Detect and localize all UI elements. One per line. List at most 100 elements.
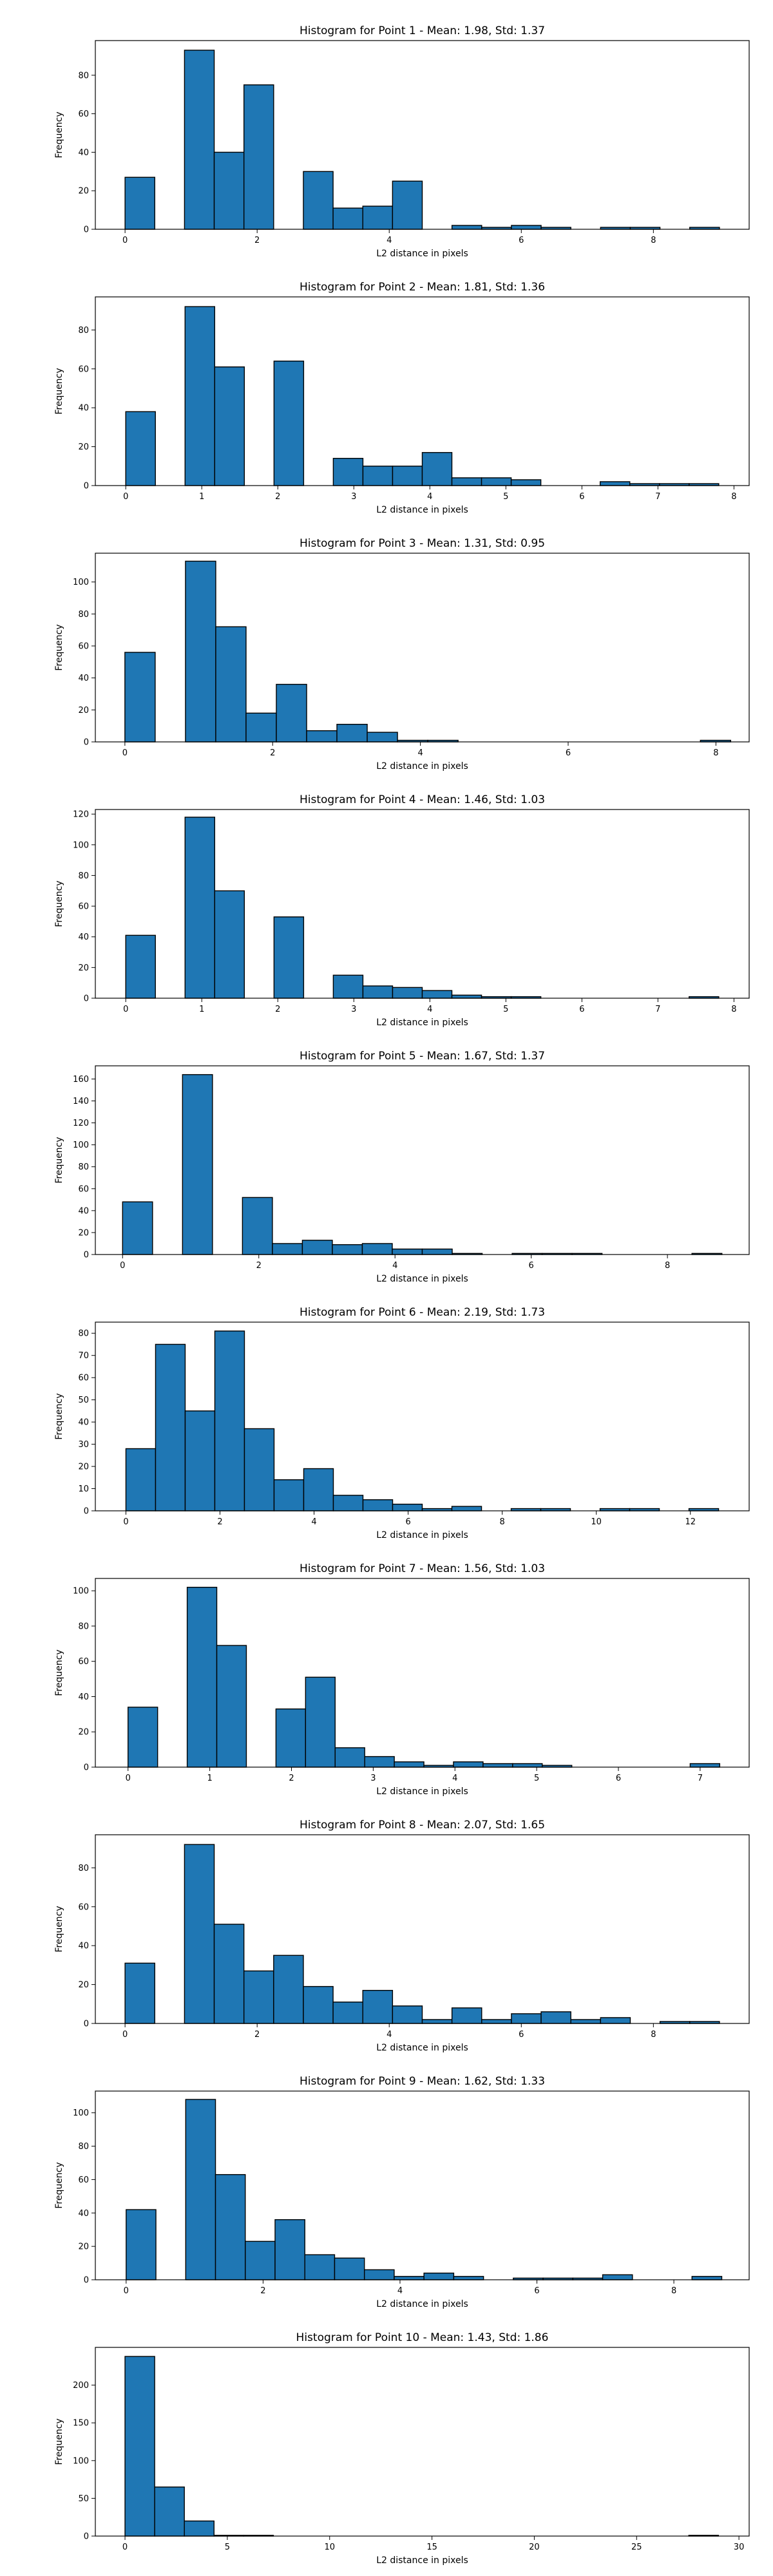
histogram-bar bbox=[184, 2520, 215, 2537]
chart-title: Histogram for Point 7 - Mean: 1.56, Std:… bbox=[300, 1562, 545, 1575]
y-tick-label: 60 bbox=[78, 902, 89, 912]
y-tick-label: 160 bbox=[73, 1075, 89, 1084]
y-tick-label: 20 bbox=[78, 1980, 89, 1990]
x-tick-label: 2 bbox=[254, 2030, 260, 2040]
histogram-bar bbox=[122, 1201, 153, 1255]
histogram-bar bbox=[451, 477, 482, 486]
histogram-bar bbox=[275, 1708, 307, 1768]
histogram-bar bbox=[361, 1243, 393, 1255]
x-tick-label: 4 bbox=[311, 1517, 316, 1527]
x-tick-label: 2 bbox=[270, 748, 275, 758]
y-tick-label: 20 bbox=[78, 963, 89, 973]
y-tick-label: 80 bbox=[78, 610, 89, 620]
histogram-bar bbox=[273, 360, 305, 486]
histogram-bar bbox=[243, 1970, 274, 2024]
histogram-bar bbox=[125, 411, 156, 486]
x-tick-label: 2 bbox=[275, 1005, 280, 1014]
x-tick-label: 7 bbox=[655, 492, 660, 502]
y-axis-label: Frequency bbox=[54, 1906, 64, 1952]
axes-frame bbox=[95, 1065, 750, 1255]
histogram-bar bbox=[245, 712, 277, 743]
chart-title: Histogram for Point 6 - Mean: 2.19, Std:… bbox=[300, 1306, 545, 1319]
x-tick-label: 7 bbox=[655, 1005, 660, 1014]
y-tick-label: 0 bbox=[84, 738, 89, 748]
x-tick-label: 2 bbox=[260, 2286, 265, 2296]
y-tick-label: 10 bbox=[78, 1484, 89, 1494]
x-tick-label: 4 bbox=[452, 1774, 457, 1783]
x-tick-label: 8 bbox=[665, 1261, 670, 1271]
y-axis-label: Frequency bbox=[54, 1393, 64, 1439]
x-tick-label: 2 bbox=[275, 492, 280, 502]
x-tick-label: 0 bbox=[122, 2543, 128, 2552]
histogram-bar bbox=[182, 1074, 213, 1255]
histogram-bar bbox=[362, 985, 394, 999]
histogram-bar bbox=[394, 1761, 425, 1768]
histogram-bar bbox=[243, 84, 274, 230]
histogram-bar bbox=[184, 817, 215, 999]
histogram-bar bbox=[421, 2019, 453, 2024]
histogram-bar bbox=[599, 481, 631, 486]
histogram-bar bbox=[362, 466, 394, 486]
x-tick-label: 6 bbox=[534, 2286, 539, 2296]
y-tick-label: 40 bbox=[78, 2209, 89, 2219]
x-tick-label: 7 bbox=[698, 1774, 703, 1783]
histogram-bar bbox=[305, 1676, 336, 1768]
histogram-bar bbox=[510, 479, 542, 486]
y-tick-label: 40 bbox=[78, 1418, 89, 1428]
histogram-bar bbox=[332, 974, 364, 999]
x-tick-label: 15 bbox=[426, 2543, 437, 2552]
x-axis-label: L2 distance in pixels bbox=[376, 2043, 468, 2053]
chart-title: Histogram for Point 1 - Mean: 1.98, Std:… bbox=[300, 24, 545, 37]
x-tick-label: 6 bbox=[616, 1774, 621, 1783]
y-tick-label: 50 bbox=[78, 1396, 89, 1405]
y-tick-label: 80 bbox=[78, 1329, 89, 1339]
y-tick-label: 40 bbox=[78, 148, 89, 158]
y-tick-label: 40 bbox=[78, 404, 89, 413]
y-axis-label: Frequency bbox=[54, 2418, 64, 2465]
y-tick-label: 0 bbox=[84, 1763, 89, 1773]
x-tick-label: 6 bbox=[519, 236, 524, 245]
axes-frame bbox=[95, 40, 750, 230]
histogram-bar bbox=[273, 1955, 304, 2024]
y-tick-label: 80 bbox=[78, 1864, 89, 1873]
y-tick-label: 60 bbox=[78, 642, 89, 652]
histogram-1: Histogram for Point 1 - Mean: 1.98, Std:… bbox=[54, 24, 750, 259]
y-tick-label: 30 bbox=[78, 1440, 89, 1450]
y-tick-label: 60 bbox=[78, 1374, 89, 1383]
histogram-8: Histogram for Point 8 - Mean: 2.07, Std:… bbox=[54, 1819, 750, 2053]
y-tick-label: 80 bbox=[78, 871, 89, 881]
histogram-6: Histogram for Point 6 - Mean: 2.19, Std:… bbox=[54, 1306, 750, 1540]
histogram-bar bbox=[332, 2002, 363, 2024]
histogram-bar bbox=[243, 1428, 275, 1511]
y-axis-label: Frequency bbox=[54, 2162, 64, 2208]
histogram-bar bbox=[423, 2272, 455, 2280]
y-tick-label: 0 bbox=[84, 2532, 89, 2542]
y-tick-label: 80 bbox=[78, 1622, 89, 1631]
histogram-bar bbox=[124, 2356, 155, 2537]
histogram-7: Histogram for Point 7 - Mean: 1.56, Std:… bbox=[54, 1562, 750, 1797]
histogram-bar bbox=[392, 1248, 423, 1255]
histogram-bar bbox=[304, 2254, 336, 2280]
histogram-bar bbox=[242, 1197, 273, 1255]
histogram-bar bbox=[392, 180, 423, 230]
y-axis-label: Frequency bbox=[54, 368, 64, 414]
x-tick-label: 0 bbox=[123, 1517, 128, 1527]
x-tick-label: 6 bbox=[566, 748, 571, 758]
histogram-9: Histogram for Point 9 - Mean: 1.62, Std:… bbox=[54, 2075, 750, 2309]
histogram-bar bbox=[274, 2219, 305, 2280]
x-tick-label: 6 bbox=[519, 2030, 524, 2040]
y-tick-label: 0 bbox=[84, 482, 89, 491]
y-tick-label: 40 bbox=[78, 674, 89, 683]
x-tick-label: 1 bbox=[199, 492, 204, 502]
y-tick-label: 120 bbox=[73, 1119, 89, 1128]
histogram-bar bbox=[481, 477, 512, 486]
chart-title: Histogram for Point 5 - Mean: 1.67, Std:… bbox=[300, 1050, 545, 1063]
x-tick-label: 5 bbox=[503, 492, 508, 502]
axes-frame bbox=[95, 296, 750, 486]
x-tick-label: 8 bbox=[499, 1517, 504, 1527]
histogram-bar bbox=[363, 2269, 395, 2280]
histogram-bar bbox=[602, 2274, 633, 2280]
x-tick-label: 0 bbox=[120, 1261, 125, 1271]
histogram-3: Histogram for Point 3 - Mean: 1.31, Std:… bbox=[54, 537, 750, 772]
histogram-bar bbox=[245, 2240, 276, 2280]
